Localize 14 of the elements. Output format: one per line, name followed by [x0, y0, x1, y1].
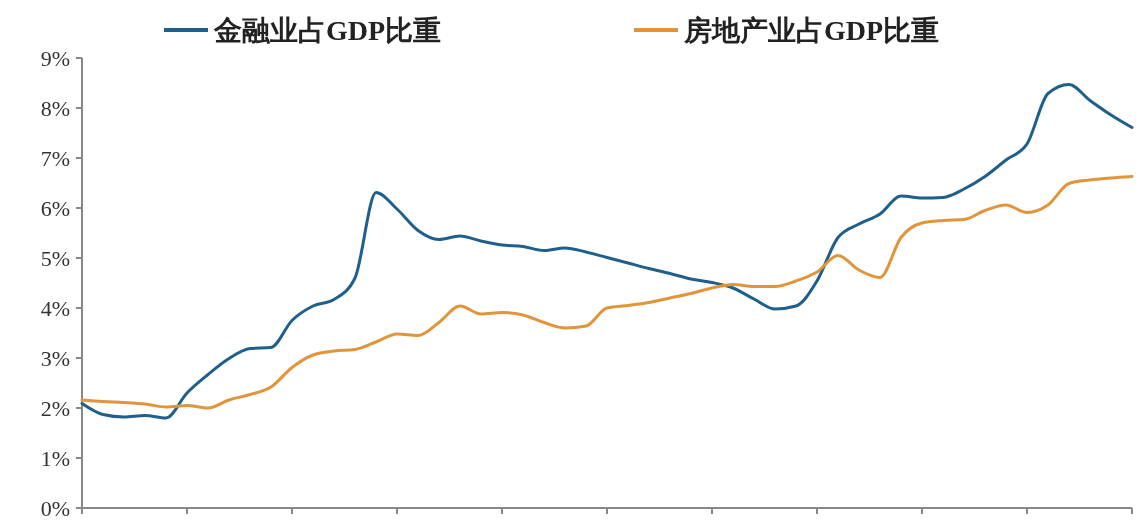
y-tick-label: 5%: [40, 245, 70, 271]
y-tick-label: 1%: [40, 445, 70, 471]
y-tick-label: 3%: [40, 345, 70, 371]
y-tick-label: 7%: [40, 145, 70, 171]
line-series: [80, 83, 1134, 420]
y-tick-label: 4%: [40, 295, 70, 321]
legend-label: 房地产业占GDP比重: [683, 14, 940, 46]
y-tick-label: 2%: [40, 395, 70, 421]
y-tick-label: 0%: [40, 495, 70, 521]
y-tick-label: 6%: [40, 195, 70, 221]
line-series: [80, 175, 1134, 410]
y-tick-label: 9%: [40, 45, 70, 71]
legend-label: 金融业占GDP比重: [213, 14, 442, 46]
y-tick-label: 8%: [40, 95, 70, 121]
